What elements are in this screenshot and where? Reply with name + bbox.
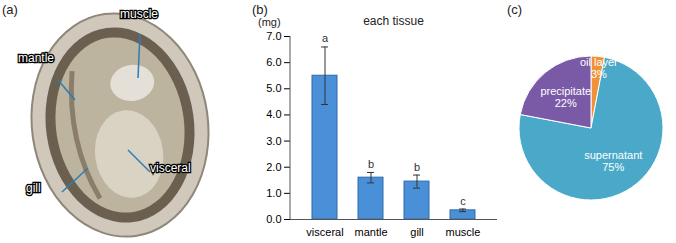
svg-text:precipitate22%: precipitate22% [540,85,591,109]
svg-text:b: b [414,161,420,173]
svg-text:muscle: muscle [120,7,158,21]
svg-text:4.0: 4.0 [266,108,281,120]
svg-text:visceral: visceral [306,226,343,238]
svg-text:supernatant75%: supernatant75% [584,149,642,173]
html-text:(a): (a) [2,2,18,17]
svg-text:mantle: mantle [18,51,54,65]
svg-text:visceral: visceral [150,161,191,175]
svg-text:b: b [368,158,374,170]
svg-text:muscle: muscle [446,226,481,238]
svg-text:2.0: 2.0 [266,161,281,173]
svg-text:gill: gill [26,181,41,195]
svg-text:7.0: 7.0 [266,30,281,42]
svg-text:0.0: 0.0 [266,213,281,225]
html-text:(b): (b) [252,2,268,17]
svg-text:3.0: 3.0 [266,135,281,147]
svg-text:oil layer3%: oil layer3% [580,56,618,80]
svg-text:6.0: 6.0 [266,56,281,68]
svg-text:gill: gill [410,226,423,238]
html-text:(mg): (mg) [258,16,281,28]
svg-text:5.0: 5.0 [266,82,281,94]
svg-text:1.0: 1.0 [266,187,281,199]
svg-text:a: a [322,32,329,44]
html-text:each tissue: each tissue [363,14,424,28]
html-text:(c): (c) [507,2,523,17]
svg-text:mantle: mantle [354,226,387,238]
svg-text:c: c [460,195,466,207]
